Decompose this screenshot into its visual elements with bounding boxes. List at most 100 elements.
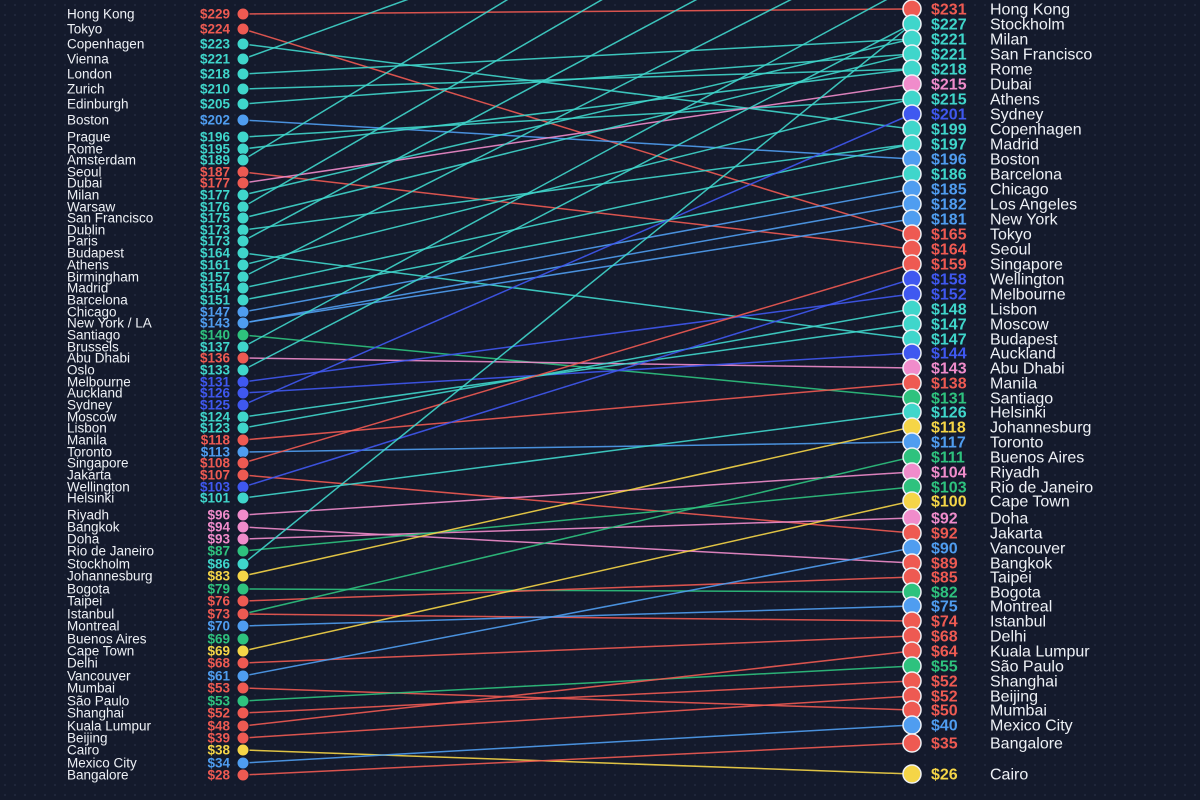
left-city-oslo: Oslo <box>67 363 95 378</box>
left-marker-boston <box>236 113 250 127</box>
left-city-hong-kong: Hong Kong <box>67 7 135 22</box>
right-value-madrid: $197 <box>931 137 967 154</box>
right-value-vancouver: $90 <box>931 541 958 558</box>
left-value-athens: $161 <box>200 258 231 273</box>
right-flag-mexico-city <box>902 715 922 735</box>
right-city-singapore: Singapore <box>990 257 1063 274</box>
right-value-delhi: $68 <box>931 629 958 646</box>
right-value-copenhagen: $199 <box>931 122 967 139</box>
left-value-taipei: $76 <box>207 594 230 609</box>
right-city-rio-de-janeiro: Rio de Janeiro <box>990 480 1093 497</box>
left-city-birmingham: Birmingham <box>67 270 139 285</box>
link-brussels-offscreen <box>242 0 888 348</box>
left-value-abu-dhabi: $136 <box>200 351 231 366</box>
left-marker-auckland <box>236 386 250 400</box>
link-shanghai-to-shanghai <box>242 680 913 714</box>
left-value-barcelona: $151 <box>200 293 231 308</box>
right-value-lisbon: $148 <box>931 302 967 319</box>
right-value-new-york: $181 <box>931 212 967 229</box>
left-marker-buenos-aires <box>236 632 250 646</box>
right-city-los-angeles: Los Angeles <box>990 197 1077 214</box>
left-city-vienna: Vienna <box>67 52 109 67</box>
left-marker-chicago <box>236 305 250 319</box>
left-value-vancouver: $61 <box>207 669 230 684</box>
left-city-sydney: Sydney <box>67 398 112 413</box>
right-value-hong-kong: $231 <box>931 2 967 19</box>
right-city-johannesburg: Johannesburg <box>990 420 1091 437</box>
left-value-madrid: $154 <box>200 281 231 296</box>
left-marker-stockholm <box>236 557 250 571</box>
left-city-abu-dhabi: Abu Dhabi <box>67 351 130 366</box>
link-bogota-to-bogota <box>242 588 913 593</box>
right-city-toronto: Toronto <box>990 435 1043 452</box>
left-city-kuala-lumpur: Kuala Lumpur <box>67 719 152 734</box>
right-city-taipei: Taipei <box>990 570 1032 587</box>
left-value-london: $218 <box>200 67 231 82</box>
link-jakarta-to-jakarta <box>242 474 913 534</box>
left-value-doha: $93 <box>207 532 230 547</box>
left-value-san-francisco: $175 <box>200 211 231 226</box>
left-city-taipei: Taipei <box>67 594 102 609</box>
right-value-helsinki: $126 <box>931 405 967 422</box>
left-marker-vancouver <box>236 669 250 683</box>
left-marker-istanbul <box>236 607 250 621</box>
left-value-rio-de-janeiro: $87 <box>207 544 230 559</box>
right-city-seoul: Seoul <box>990 242 1031 259</box>
left-city-helsinki: Helsinki <box>67 491 114 506</box>
link-istanbul-to-buenos-aires <box>242 456 913 615</box>
left-value-wellington: $103 <box>200 480 231 495</box>
right-city-cairo: Cairo <box>990 767 1028 784</box>
left-city-bangalore: Bangalore <box>67 768 129 783</box>
left-city-edinburgh: Edinburgh <box>67 97 129 112</box>
link-new-york-la-to-new-york <box>242 218 913 324</box>
left-value-toronto: $113 <box>201 445 231 460</box>
right-city-wellington: Wellington <box>990 272 1064 289</box>
left-marker-wellington <box>236 480 250 494</box>
right-city-abu-dhabi: Abu Dhabi <box>990 361 1065 378</box>
left-value-mexico-city: $34 <box>207 756 230 771</box>
left-marker-beijing <box>236 731 250 745</box>
left-marker-doha <box>236 532 250 546</box>
left-marker-oslo <box>236 363 250 377</box>
right-city-doha: Doha <box>990 511 1028 528</box>
right-value-cape-town: $100 <box>931 494 967 511</box>
right-city-mexico-city: Mexico City <box>990 718 1073 735</box>
city-labels: Hong Kong $229 Tokyo $224 Copenhagen $223 Vien… <box>67 2 1093 784</box>
left-value-johannesburg: $83 <box>207 569 230 584</box>
right-city-hong-kong: Hong Kong <box>990 2 1070 19</box>
right-value-chicago: $185 <box>931 182 967 199</box>
link-dublin-to-madrid <box>242 143 913 231</box>
right-city-shanghai: Shanghai <box>990 674 1058 691</box>
link-sydney-to-sydney <box>242 113 913 406</box>
left-city-stockholm: Stockholm <box>67 557 130 572</box>
left-value-warsaw: $176 <box>200 200 231 215</box>
left-marker-warsaw <box>236 200 250 214</box>
right-value-bangkok: $89 <box>931 556 958 573</box>
left-city-warsaw: Warsaw <box>67 200 116 215</box>
left-city-paris: Paris <box>67 234 98 249</box>
left-value-singapore: $108 <box>200 456 231 471</box>
right-city-barcelona: Barcelona <box>990 167 1062 184</box>
left-value-delhi: $68 <box>207 656 230 671</box>
left-value-oslo: $133 <box>200 363 231 378</box>
right-city-bogota: Bogota <box>990 585 1041 602</box>
link-milan-to-milan <box>242 38 913 196</box>
left-value-buenos-aires: $69 <box>207 632 230 647</box>
right-value-riyadh: $104 <box>931 465 967 482</box>
link-riyadh-to-riyadh <box>242 471 913 516</box>
link-delhi-to-delhi <box>242 635 913 664</box>
link-rio-de-janeiro-to-rio-de-janeiro <box>242 486 913 552</box>
left-value-helsinki: $101 <box>200 491 231 506</box>
right-value-kuala-lumpur: $64 <box>931 644 958 661</box>
left-city-zurich: Zurich <box>67 82 105 97</box>
link-hong-kong-to-hong-kong <box>242 8 913 15</box>
left-marker-barcelona <box>236 293 250 307</box>
link-singapore-to-singapore <box>242 263 913 464</box>
left-value-cairo: $38 <box>207 743 230 758</box>
link-oslo-to-stockholm <box>242 23 913 371</box>
right-value-cairo: $26 <box>931 767 958 784</box>
right-value-mumbai: $50 <box>931 703 958 720</box>
left-value-montreal: $70 <box>207 619 230 634</box>
right-city-bangalore: Bangalore <box>990 736 1063 753</box>
right-value-jakarta: $92 <box>931 526 958 543</box>
